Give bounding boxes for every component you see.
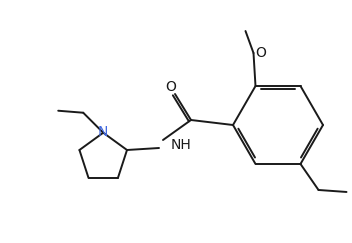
Text: NH: NH [171, 138, 192, 152]
Text: O: O [256, 46, 266, 60]
Text: O: O [165, 80, 176, 94]
Text: N: N [98, 125, 108, 139]
